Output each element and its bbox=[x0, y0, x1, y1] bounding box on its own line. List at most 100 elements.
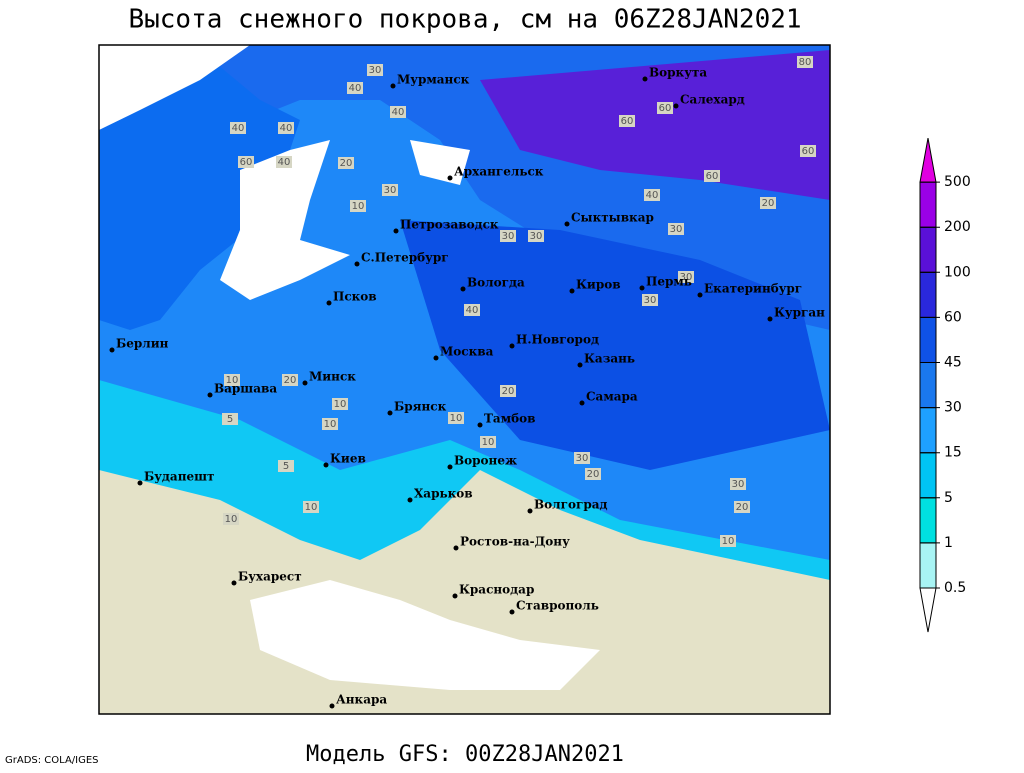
city-label: Ростов-на-Дону bbox=[460, 535, 570, 549]
contour-label-box bbox=[282, 374, 298, 386]
contour-label-box bbox=[528, 230, 544, 242]
city-label: Тамбов bbox=[484, 412, 535, 426]
contour-label: 40 bbox=[232, 123, 245, 134]
contour-label: 80 bbox=[799, 57, 812, 68]
contour-label: 30 bbox=[576, 453, 589, 464]
contour-label: 20 bbox=[284, 375, 297, 386]
contour-label: 60 bbox=[659, 103, 672, 114]
city-label: Салехард bbox=[680, 93, 745, 107]
city-dot bbox=[137, 480, 143, 486]
city-dot bbox=[447, 464, 453, 470]
contour-label: 40 bbox=[466, 305, 479, 316]
contour-label: 30 bbox=[670, 224, 683, 235]
contour-label-box bbox=[332, 398, 348, 410]
contour-label: 40 bbox=[392, 107, 405, 118]
contour-label: 20 bbox=[762, 198, 775, 209]
city-dot bbox=[433, 355, 439, 361]
colorbar-bin bbox=[919, 181, 937, 228]
contour-label-box bbox=[382, 184, 398, 196]
contour-label-box bbox=[390, 106, 406, 118]
colorbar-bin bbox=[919, 452, 937, 499]
city-dot bbox=[393, 228, 399, 234]
norwegian-sea bbox=[99, 45, 250, 130]
colorbar-bin bbox=[919, 542, 937, 589]
city-dot bbox=[323, 462, 329, 468]
contour-label: 10 bbox=[305, 502, 318, 513]
contour-label-box bbox=[500, 230, 516, 242]
contour-label-box bbox=[222, 413, 238, 425]
city-label: Петрозаводск bbox=[400, 218, 499, 232]
city-label: Брянск bbox=[394, 400, 447, 414]
contour-label-box bbox=[278, 122, 294, 134]
contour-label-box bbox=[350, 200, 366, 212]
city-dot bbox=[564, 221, 570, 227]
contour-label: 10 bbox=[225, 514, 238, 525]
contour-label: 20 bbox=[736, 502, 749, 513]
contour-label: 30 bbox=[680, 272, 693, 283]
city-label: Екатеринбург bbox=[704, 282, 802, 296]
city-label: Мурманск bbox=[397, 73, 470, 87]
contour-label-box bbox=[500, 385, 516, 397]
contour-label-box bbox=[668, 223, 684, 235]
contour-label-box bbox=[464, 304, 480, 316]
city-label: Воронеж bbox=[454, 454, 517, 468]
city-label: Вологда bbox=[467, 276, 525, 290]
contour-label: 20 bbox=[502, 386, 515, 397]
contour-label: 60 bbox=[240, 157, 253, 168]
contour-label-box bbox=[230, 122, 246, 134]
city-dot bbox=[579, 400, 585, 406]
city-dot bbox=[509, 609, 515, 615]
city-dot bbox=[477, 422, 483, 428]
city-label: Бухарест bbox=[238, 570, 302, 584]
contour-label: 60 bbox=[706, 171, 719, 182]
colorbar-bin bbox=[919, 226, 937, 273]
colorbar-label: 0.5 bbox=[944, 580, 966, 596]
contour-label: 20 bbox=[587, 469, 600, 480]
contour-label: 40 bbox=[349, 83, 362, 94]
city-dot bbox=[673, 103, 679, 109]
city-label: Анкара bbox=[336, 693, 387, 707]
contour-label: 10 bbox=[226, 375, 239, 386]
contour-label: 10 bbox=[722, 536, 735, 547]
city-dot bbox=[326, 300, 332, 306]
contour-label-box bbox=[338, 157, 354, 169]
city-label: Казань bbox=[584, 352, 635, 366]
city-dot bbox=[639, 285, 645, 291]
city-label: Курган bbox=[774, 306, 825, 320]
city-label: Варшава bbox=[214, 382, 277, 396]
city-dot bbox=[767, 316, 773, 322]
city-dot bbox=[527, 508, 533, 514]
colorbar-bin bbox=[919, 362, 937, 409]
city-label: Н.Новгород bbox=[516, 333, 599, 347]
contour-label-box bbox=[303, 501, 319, 513]
city-dot bbox=[390, 83, 396, 89]
contour-label-box bbox=[644, 189, 660, 201]
city-label: Москва bbox=[440, 345, 494, 359]
contour-label-box bbox=[224, 374, 240, 386]
colorbar-bin bbox=[919, 316, 937, 363]
city-dot bbox=[302, 380, 308, 386]
colorbar-label: 30 bbox=[944, 400, 962, 416]
contour-label-box bbox=[448, 412, 464, 424]
city-label: Сыктывкар bbox=[571, 211, 654, 225]
contour-label: 30 bbox=[732, 479, 745, 490]
contour-label-box bbox=[367, 64, 383, 76]
city-dot bbox=[207, 392, 213, 398]
colorbar-label: 200 bbox=[944, 219, 971, 235]
city-dot bbox=[577, 362, 583, 368]
contour-label-box bbox=[730, 478, 746, 490]
title: Высота снежного покрова, см на 06Z28JAN2… bbox=[128, 5, 801, 35]
colorbar-bin bbox=[919, 407, 937, 454]
black-sea bbox=[250, 580, 600, 690]
contour-label-box bbox=[760, 197, 776, 209]
city-dot bbox=[387, 410, 393, 416]
contour-label-box bbox=[585, 468, 601, 480]
contour-label: 20 bbox=[340, 158, 353, 169]
contour-label-box bbox=[480, 436, 496, 448]
contour-label: 5 bbox=[227, 414, 233, 425]
contour-label-box bbox=[797, 56, 813, 68]
city-dot bbox=[642, 76, 648, 82]
map bbox=[99, 45, 830, 714]
